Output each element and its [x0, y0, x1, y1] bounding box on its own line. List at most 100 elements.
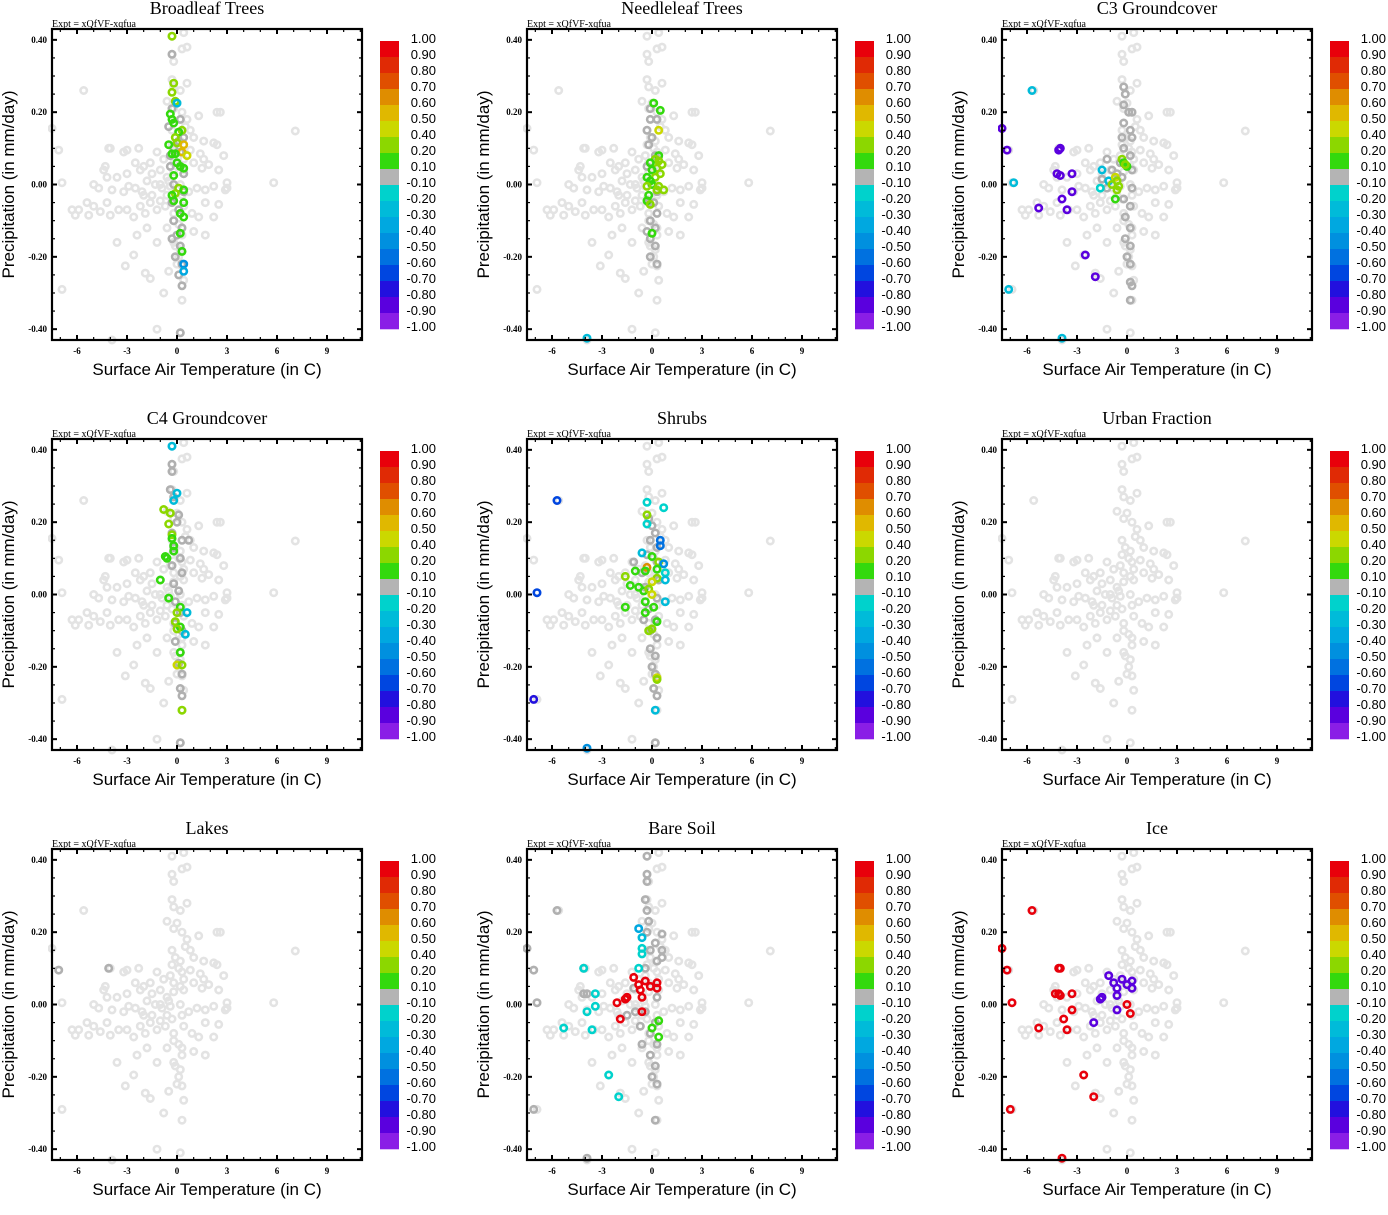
x-axis-label: Surface Air Temperature (in C)	[567, 1180, 796, 1199]
data-point	[614, 1092, 624, 1102]
background-point	[147, 600, 157, 610]
colorbar-segment	[1330, 547, 1349, 564]
colorbar-label: 1.00	[886, 851, 911, 866]
colorbar-segment	[1330, 563, 1349, 580]
colorbar-segment	[1330, 249, 1349, 266]
background-point	[1172, 593, 1182, 603]
x-tick-label: 9	[1275, 1166, 1280, 1176]
background-point	[1119, 568, 1129, 578]
colorbar-segment	[380, 233, 399, 250]
data-point	[620, 602, 630, 612]
y-tick-label: -0.20	[503, 1072, 522, 1082]
background-point	[1114, 676, 1124, 686]
background-point	[607, 230, 617, 240]
data-point	[169, 118, 179, 128]
background-point	[605, 978, 615, 988]
background-point	[1119, 618, 1129, 628]
data-point	[582, 743, 592, 753]
background-point	[679, 570, 689, 580]
colorbar-label: 1.00	[1361, 441, 1386, 456]
data-point	[1057, 194, 1067, 204]
background-point	[687, 927, 697, 937]
x-tick-label: 6	[1225, 756, 1230, 766]
data-point	[1089, 1092, 1099, 1102]
colorbar-label: 0.90	[411, 457, 436, 472]
y-axis-label: Precipitation (in mm/day)	[474, 90, 493, 278]
background-point	[1034, 620, 1044, 630]
background-point	[570, 1027, 580, 1037]
background-point	[197, 163, 207, 173]
data-point	[1067, 1005, 1077, 1015]
background-point	[604, 622, 614, 632]
background-point	[162, 96, 172, 106]
background-point	[1132, 524, 1142, 534]
colorbar-label: 0.80	[1361, 883, 1386, 898]
background-point	[1132, 78, 1142, 88]
colorbar-label: -0.10	[881, 175, 911, 190]
x-tick-label: 6	[1225, 346, 1230, 356]
background-point	[155, 196, 165, 206]
background-point	[122, 989, 132, 999]
colorbar-segment	[855, 893, 874, 910]
colorbar-label: 0.40	[411, 947, 436, 962]
background-point	[122, 555, 132, 565]
background-point	[1004, 555, 1014, 565]
background-point	[559, 1030, 569, 1040]
background-point	[167, 960, 177, 970]
background-point	[1129, 1095, 1139, 1105]
background-point	[129, 250, 139, 260]
colorbar-segment	[380, 1117, 399, 1134]
neutral-point	[657, 929, 667, 939]
background-point	[1147, 163, 1157, 173]
colorbar-label: -0.10	[1356, 585, 1386, 600]
background-point	[690, 107, 700, 117]
colorbar-label: -0.90	[406, 713, 436, 728]
colorbar-segment	[380, 691, 399, 708]
background-point	[222, 183, 232, 193]
background-point	[1137, 208, 1147, 218]
background-point	[142, 996, 152, 1006]
background-point	[687, 140, 697, 150]
colorbar-segment	[855, 1133, 874, 1150]
neutral-point	[650, 651, 660, 661]
background-point	[687, 107, 697, 117]
colorbar-segment	[380, 861, 399, 878]
background-point	[140, 208, 150, 218]
colorbar-label: 0.60	[1361, 95, 1386, 110]
x-tick-label: -6	[548, 346, 556, 356]
background-point	[172, 669, 182, 679]
background-point	[604, 212, 614, 222]
background-point	[529, 145, 539, 155]
background-point	[102, 582, 112, 592]
colorbar-label: 0.40	[886, 127, 911, 142]
data-point	[642, 497, 652, 507]
colorbar-segment	[855, 313, 874, 330]
background-point	[627, 324, 637, 334]
colorbar-segment	[855, 249, 874, 266]
background-point	[569, 593, 579, 603]
background-point	[214, 1019, 224, 1029]
background-point	[637, 96, 647, 106]
colorbar-segment	[380, 265, 399, 282]
colorbar-segment	[380, 611, 399, 628]
colorbar-label: -0.70	[881, 1091, 911, 1106]
data-point	[172, 98, 182, 108]
background-point	[147, 579, 157, 589]
background-point	[1114, 1086, 1124, 1096]
colorbar-segment	[1330, 691, 1349, 708]
background-point	[95, 1027, 105, 1037]
background-point	[639, 676, 649, 686]
x-tick-label: -6	[73, 756, 81, 766]
colorbar-segment	[1330, 499, 1349, 516]
background-point	[1172, 183, 1182, 193]
experiment-label: Expt = xQfVF-xqfua	[52, 19, 137, 30]
background-point	[1079, 660, 1089, 670]
background-point	[82, 198, 92, 208]
neutral-point	[174, 586, 184, 596]
neutral-point	[167, 49, 177, 59]
background-point	[1092, 1043, 1102, 1053]
background-point	[1080, 978, 1090, 988]
background-point	[1129, 1021, 1139, 1031]
background-point	[122, 1025, 132, 1035]
